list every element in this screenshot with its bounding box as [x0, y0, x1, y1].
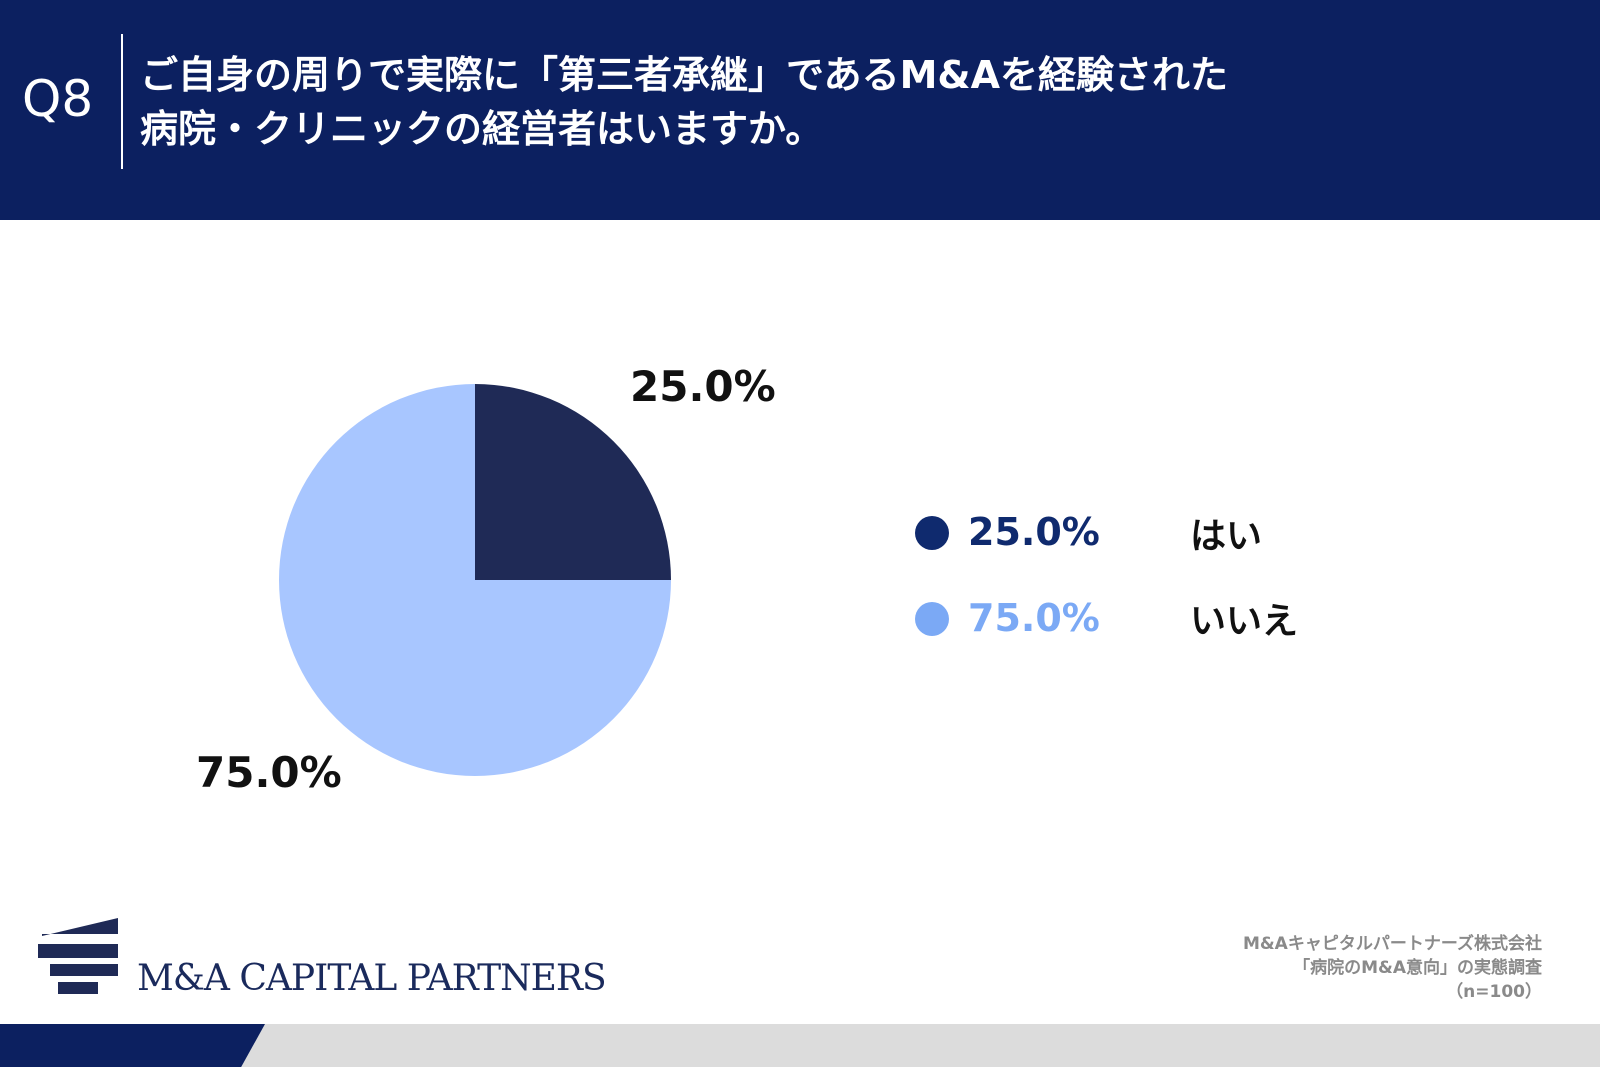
legend-marker-no [915, 602, 949, 636]
legend-percent-no: 75.0% [968, 596, 1100, 640]
pie-slice-no [279, 384, 671, 776]
company-logo-icon [38, 918, 118, 994]
legend-label-no: いいえ [1190, 601, 1299, 642]
footer-bar [0, 1024, 1600, 1067]
legend-marker-yes [915, 516, 949, 550]
company-logo-text: M&A CAPITAL PARTNERS [137, 958, 607, 999]
question-line-2: 病院・クリニックの経営者はいますか。 [140, 107, 824, 151]
header-divider [121, 34, 123, 169]
source-line-2: 「病院のM&A意向」の実態調査 [1293, 958, 1542, 978]
footer-accent [0, 1024, 265, 1067]
pie-data-label-no: 75.0% [196, 748, 342, 797]
question-number: Q8 [22, 70, 94, 128]
legend-label-yes: はい [1190, 516, 1263, 557]
pie-slice-yes [475, 384, 671, 580]
source-line-1: M&Aキャピタルパートナーズ株式会社 [1242, 934, 1542, 954]
question-header: Q8 ご自身の周りで実際に「第三者承継」であるM&Aを経験された 病院・クリニッ… [0, 0, 1600, 220]
source-line-3: （n=100） [1446, 982, 1542, 1002]
legend-percent-yes: 25.0% [968, 510, 1100, 554]
pie-data-label-yes: 25.0% [630, 362, 776, 411]
question-text: ご自身の周りで実際に「第三者承継」であるM&Aを経験された 病院・クリニックの経… [140, 48, 1540, 156]
source-note: M&Aキャピタルパートナーズ株式会社 「病院のM&A意向」の実態調査 （n=10… [1243, 932, 1542, 1004]
question-line-1: ご自身の周りで実際に「第三者承継」であるM&Aを経験された [140, 53, 1228, 97]
